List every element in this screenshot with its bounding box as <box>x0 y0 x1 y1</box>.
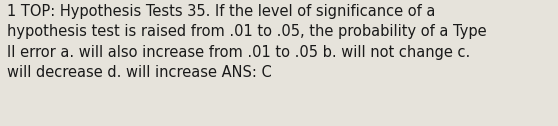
Text: 1 TOP: Hypothesis Tests 35. If the level of significance of a
hypothesis test is: 1 TOP: Hypothesis Tests 35. If the level… <box>7 4 487 80</box>
